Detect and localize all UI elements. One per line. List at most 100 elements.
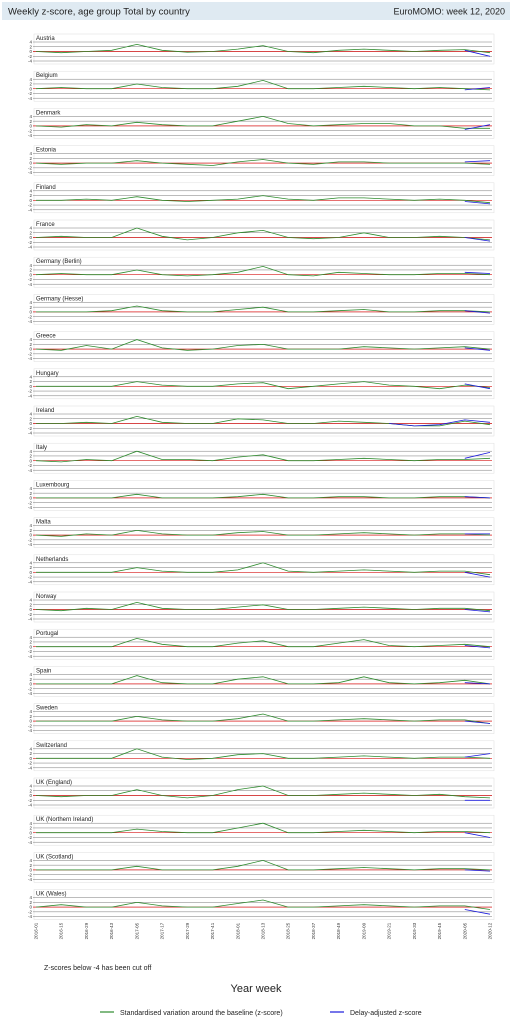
panel-title: Portugal [36,631,58,637]
y-tick-label: 2 [29,528,32,533]
y-tick-label: 4 [29,412,32,417]
x-tick-label: 2018-01 [235,922,240,939]
y-tick-label: -2 [28,128,32,133]
y-tick-label: 4 [29,449,32,454]
y-tick-label: 2 [29,268,32,273]
x-tick-label: 2016-43 [109,922,114,939]
panel-frame [33,554,495,586]
y-tick-label: 4 [29,40,32,45]
series-line [389,419,491,427]
y-tick-label: 2 [29,193,32,198]
series-line [35,115,490,129]
series-line [464,869,491,872]
y-tick-label: 0 [29,756,32,761]
y-tick-label: 2 [29,305,32,310]
y-tick-label: -2 [28,463,32,468]
y-tick-label: -2 [28,314,32,319]
y-tick-label: -2 [28,351,32,356]
y-tick-label: 2 [29,602,32,607]
y-tick-label: -2 [28,500,32,505]
series-line [35,529,491,537]
y-tick-label: -4 [28,914,32,919]
y-tick-label: 2 [29,863,32,868]
y-tick-label: 2 [29,454,32,459]
chart-subtitle: EuroMOMO: week 12, 2020 [393,7,505,17]
x-tick-label: 2020-12 [488,922,493,939]
panel-title: UK (Wales) [36,892,66,898]
y-tick-label: 4 [29,635,32,640]
y-tick-label: 4 [29,858,32,863]
x-tick-label: 2019-21 [387,922,392,939]
panel-title: Hungary [36,371,59,377]
y-tick-label: 2 [29,788,32,793]
y-tick-label: 4 [29,672,32,677]
panel-title: Germany (Berlin) [36,259,82,265]
y-tick-label: -4 [28,133,32,138]
series-line [36,859,491,871]
panel-frame [33,294,495,325]
panel-title: Finland [36,185,56,191]
note: Z-scores below -4 has been cut off [44,965,151,972]
y-tick-label: 0 [29,496,32,501]
panel-frame [33,219,495,251]
series-line [35,899,491,910]
panel-frame [33,405,495,437]
panel-frame [33,889,495,920]
y-tick-label: -4 [28,393,32,398]
y-tick-label: -4 [28,542,32,547]
y-tick-label: 4 [29,523,32,528]
y-tick-label: 4 [29,188,32,193]
y-tick-label: 4 [29,895,32,900]
x-tick-label: 2018-49 [336,922,341,939]
series-line [35,159,491,166]
series-line [36,713,491,724]
y-tick-label: 0 [29,570,32,575]
x-tick-label: 2018-25 [286,922,291,939]
y-tick-label: 2 [29,230,32,235]
x-tick-label: 2020-05 [462,922,467,939]
y-tick-label: 2 [29,826,32,831]
series-line [464,909,491,915]
x-axis-label: Year week [231,983,282,995]
y-tick-label: -4 [28,431,32,436]
y-tick-label: 2 [29,156,32,161]
series-line [464,160,491,163]
panel-title: Netherlands [36,557,68,563]
y-tick-label: 2 [29,44,32,49]
series-line [35,79,491,91]
y-tick-label: -2 [28,165,32,170]
series-line [464,201,491,205]
series-line [464,87,491,91]
y-tick-label: 4 [29,374,32,379]
y-tick-label: 4 [29,486,32,491]
panel-frame [33,480,495,511]
panel-frame [33,777,495,809]
y-tick-label: -2 [28,277,32,282]
y-tick-label: 0 [29,682,32,687]
y-tick-label: -4 [28,654,32,659]
y-tick-label: -2 [28,91,32,96]
x-tick-label: 2019-09 [361,922,366,939]
y-tick-label: 2 [29,640,32,645]
y-tick-label: -4 [28,728,32,733]
series-line [36,381,491,390]
y-tick-label: 0 [29,421,32,426]
series-line [35,601,491,612]
y-tick-label: 4 [29,821,32,826]
panel-frame [33,368,495,400]
series-line [464,237,491,242]
x-tick-label: 2016-01 [34,922,39,939]
y-tick-label: 0 [29,607,32,612]
panel-frame [33,33,495,65]
y-tick-label: -4 [28,468,32,473]
header-bar [2,2,510,20]
y-tick-label: 0 [29,868,32,873]
x-tick-label: 2016-15 [59,922,64,939]
y-tick-label: 4 [29,709,32,714]
y-tick-label: 4 [29,337,32,342]
x-tick-label: 2017-05 [134,922,139,939]
y-tick-label: 4 [29,300,32,305]
panel-title: Luxembourg [36,482,69,488]
y-tick-label: 0 [29,793,32,798]
series-line [35,450,491,463]
